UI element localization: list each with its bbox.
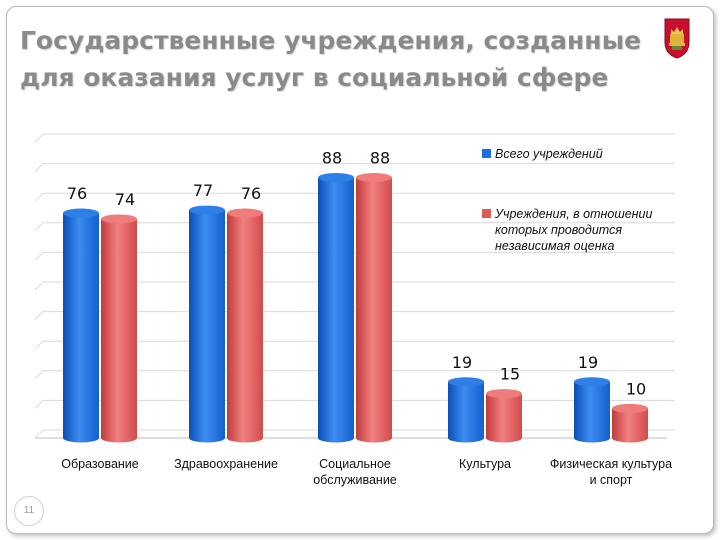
bar-assessed-1 (227, 208, 263, 443)
slide-title: Государственные учреждения, созданные дл… (20, 22, 660, 96)
bar-all-4 (574, 377, 610, 443)
category-label-0: Образование (61, 457, 139, 471)
bar-all-0 (63, 208, 99, 443)
gridline-wall (34, 192, 44, 202)
bar-all-2 (318, 173, 354, 443)
bars (63, 173, 648, 443)
legend-swatch-all (482, 149, 491, 158)
category-label-2: Социальное обслуживание (313, 457, 397, 487)
legend-swatch-assessed (482, 209, 491, 218)
slide-number: 11 (14, 496, 44, 526)
legend-label-assessed: Учреждения, в отношении которых проводит… (495, 207, 653, 253)
gridline-wall (34, 400, 44, 409)
bar-assessed-4 (612, 403, 648, 443)
value-label-all-3: 19 (452, 353, 472, 372)
value-label-all-2: 88 (322, 149, 342, 168)
value-label-all-1: 77 (193, 181, 213, 200)
category-label-1: Здравоохранение (174, 457, 278, 471)
gridline-wall (34, 311, 44, 320)
title-line-1: Государственные учреждения, созданные (20, 26, 642, 55)
value-label-all-0: 76 (67, 184, 87, 203)
value-label-assessed-2: 88 (370, 149, 390, 168)
category-label-3: Культура (459, 457, 511, 471)
bar-all-1 (189, 205, 225, 443)
gridline-wall (34, 340, 44, 350)
bar-all-3 (448, 377, 484, 443)
bar-assessed-3 (486, 389, 522, 443)
gridline-wall (34, 133, 44, 143)
legend-label-all: Всего учреждений (495, 147, 603, 161)
value-label-assessed-3: 15 (500, 365, 520, 384)
bar-assessed-0 (101, 214, 137, 443)
category-labels: Образование Здравоохранение Социальное обсл… (61, 457, 672, 487)
value-label-assessed-1: 76 (241, 184, 261, 203)
gridline-wall (34, 429, 44, 439)
category-label-4: Физическая культура и спорт (550, 457, 672, 487)
tver-coat-of-arms-icon (662, 14, 692, 60)
gridline-wall (34, 163, 44, 172)
value-label-assessed-0: 74 (115, 190, 135, 209)
bar-assessed-2 (356, 173, 392, 443)
value-label-assessed-4: 10 (626, 379, 646, 398)
gridline-wall (34, 252, 44, 261)
title-line-2: для оказания услуг в социальной сфере (20, 63, 609, 92)
value-label-all-4: 19 (578, 353, 598, 372)
gridline-wall (34, 222, 44, 232)
gridline-wall (34, 370, 44, 380)
gridline-wall (34, 281, 44, 291)
